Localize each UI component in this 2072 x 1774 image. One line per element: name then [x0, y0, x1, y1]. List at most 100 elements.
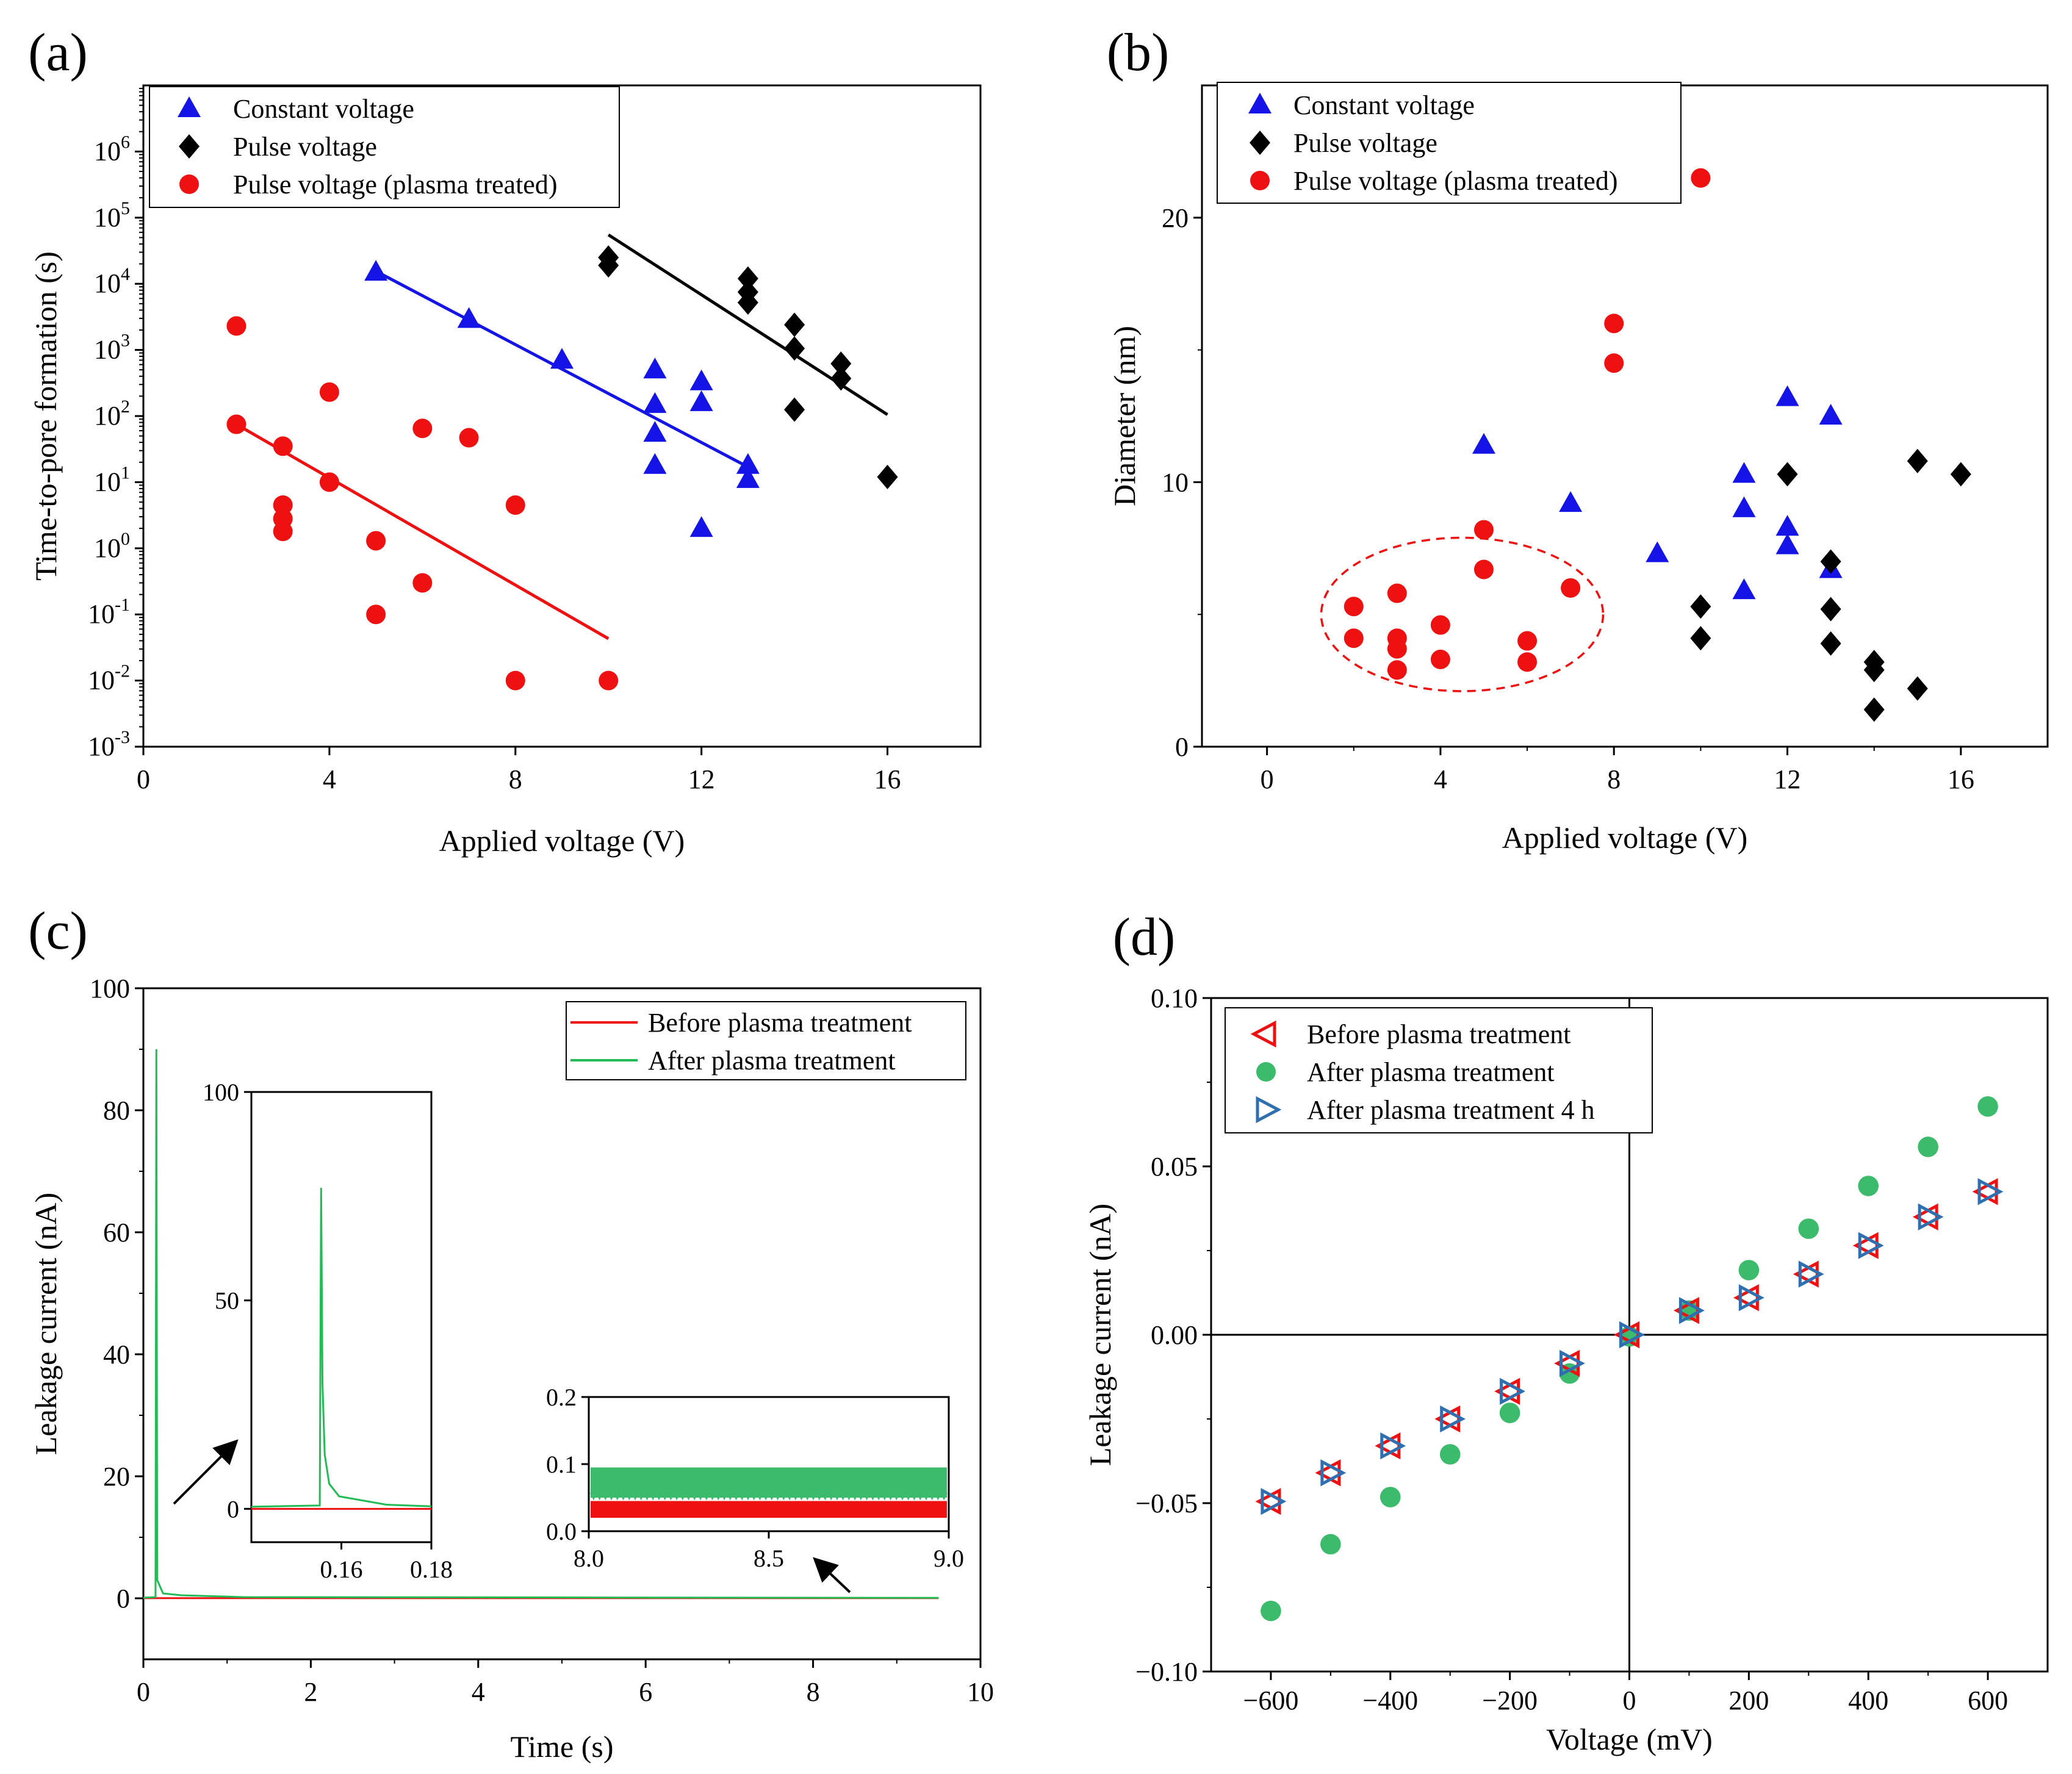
- panel-a-legend-label: Pulse voltage: [233, 132, 377, 162]
- panel-d-point: [1912, 1203, 1938, 1230]
- ytick-exponent: -2: [115, 661, 130, 681]
- panel-a-legend-label: Pulse voltage (plasma treated): [233, 170, 557, 199]
- panel-a-point: [736, 453, 760, 474]
- panel-a-ytick-label: 101: [94, 462, 130, 497]
- panel-c-ytick-label: 40: [103, 1340, 130, 1370]
- panel-b-point: [1691, 168, 1711, 188]
- panel-a-point: [319, 382, 339, 402]
- inset-baseline-xtick-label: 8.0: [574, 1545, 604, 1572]
- panel-d-letter: (d): [1113, 908, 1176, 967]
- panel-a-legend-marker: [179, 134, 200, 159]
- inset-peak-after-line: [251, 1188, 432, 1508]
- panel-d-xtick-label: −400: [1362, 1686, 1418, 1715]
- panel-a-point: [364, 260, 388, 281]
- panel-a-point: [830, 351, 852, 376]
- panel-d-legend-marker: [1250, 1020, 1276, 1048]
- panel-c-ytick-label: 80: [103, 1096, 130, 1126]
- panel-c-legend-box: [566, 1001, 966, 1080]
- panel-a-fit-line-1: [607, 233, 888, 416]
- panel-c-ytick-label: 60: [103, 1218, 130, 1248]
- panel-d-point: [1315, 1459, 1341, 1487]
- panel-d-point: [1375, 1432, 1401, 1460]
- panel-d-point: [1380, 1487, 1401, 1507]
- panel-a-point: [412, 573, 433, 593]
- panel-d-point: [1619, 1321, 1645, 1349]
- ytick-base: 10: [94, 401, 121, 431]
- panel-d-point: [1918, 1203, 1944, 1230]
- panel-c-xtick-label: 10: [967, 1677, 994, 1707]
- panel-c-arrow-to-inset-baseline: [813, 1557, 851, 1593]
- panel-d-ylabel: Leakage current (nA): [1083, 1204, 1117, 1466]
- inset-baseline-xtick-label: 9.0: [933, 1545, 964, 1572]
- panel-b-point: [1863, 697, 1885, 722]
- panel-b-legend-box: [1217, 82, 1682, 204]
- panel-d-point: [1261, 1600, 1281, 1621]
- panel-d-xtick-label: 600: [1968, 1686, 2008, 1715]
- panel-a-xtick-label: 8: [509, 764, 522, 794]
- panel-d-legend-marker: [1256, 1062, 1276, 1082]
- inset-baseline-ytick-label: 0.1: [546, 1451, 577, 1478]
- panel-b-point: [1690, 626, 1711, 651]
- panel-d-point: [1380, 1432, 1406, 1460]
- panel-b-point: [1732, 462, 1756, 483]
- panel-d-xtick-label: 200: [1728, 1686, 1769, 1715]
- panel-b-legend-label: Constant voltage: [1293, 90, 1475, 120]
- panel-a-legend-label: Constant voltage: [233, 94, 414, 124]
- panel-a-letter: (a): [28, 23, 88, 82]
- panel-d-point: [1559, 1349, 1585, 1377]
- panel-c-after-line: [143, 1049, 939, 1599]
- panel-a-point: [459, 428, 479, 448]
- panel-b-point: [1344, 628, 1364, 648]
- panel-b-point: [1604, 353, 1624, 373]
- panel-d-point: [1858, 1232, 1884, 1259]
- panel-a-ytick-label: 106: [94, 132, 130, 166]
- panel-a-ytick-label: 10-1: [88, 595, 130, 629]
- panel-d-ytick-label: 0.05: [1151, 1152, 1198, 1182]
- panel-d-point: [1977, 1096, 1998, 1117]
- panel-b-point: [1907, 676, 1928, 701]
- panel-d-point: [1858, 1176, 1879, 1196]
- panel-b-ylabel: Diameter (nm): [1107, 326, 1142, 506]
- panel-b: (b) 0 4 8 12 16 0 10 20 Applied voltage (V) Diamet…: [1107, 23, 2049, 855]
- panel-d-legend-box: [1225, 1007, 1653, 1133]
- inset-peak-xtick-label: 0.16: [320, 1556, 363, 1583]
- panel-b-point: [1950, 462, 1971, 487]
- panel-b-point: [1820, 597, 1841, 622]
- panel-d-legend-marker: [1256, 1096, 1282, 1124]
- panel-b-legend-marker: [1250, 131, 1270, 155]
- panel-a-point: [784, 397, 805, 422]
- panel-c-legend: Before plasma treatment After plasma trea…: [566, 1001, 966, 1080]
- panel-d-point: [1738, 1284, 1764, 1312]
- ytick-exponent: 2: [121, 397, 130, 417]
- panel-b-point: [1820, 549, 1841, 574]
- panel-a-point: [689, 369, 713, 390]
- panel-b-point: [1819, 404, 1843, 425]
- panel-d-ytick-label: −0.10: [1135, 1657, 1198, 1687]
- panel-a: (a)0 4 8 12 1610-310-210-1100101102103104105…: [28, 23, 982, 858]
- panel-a-point: [784, 336, 805, 361]
- panel-a-xlabel: Applied voltage (V): [439, 824, 685, 858]
- inset-peak-ytick-label: 0: [227, 1495, 239, 1523]
- panel-c-letter: (c): [28, 902, 88, 961]
- panel-a-point: [643, 357, 667, 379]
- panel-b-xtick-label: 16: [1948, 764, 1974, 794]
- panel-b-point: [1387, 639, 1407, 659]
- panel-b-point: [1646, 541, 1669, 562]
- panel-b-point: [1559, 491, 1583, 512]
- panel-d-legend-label: After plasma treatment 4 h: [1307, 1095, 1595, 1125]
- panel-b-point: [1775, 385, 1799, 406]
- ytick-base: 10: [88, 666, 115, 695]
- panel-c-ytick-label: 0: [117, 1584, 130, 1614]
- panel-b-point: [1517, 652, 1538, 672]
- panel-a-ytick-label: 105: [94, 198, 130, 232]
- panel-c-ytick-label: 20: [103, 1462, 130, 1492]
- inset-baseline-ytick-label: 0.2: [546, 1384, 577, 1411]
- panel-c-legend-label: Before plasma treatment: [648, 1008, 912, 1038]
- panel-b-legend-marker: [1248, 93, 1272, 113]
- panel-b-xtick-label: 4: [1434, 764, 1447, 794]
- panel-b-legend-label: Pulse voltage (plasma treated): [1293, 166, 1617, 196]
- panel-b-point: [1474, 559, 1494, 580]
- ytick-exponent: 5: [121, 198, 130, 218]
- panel-a-legend: Constant voltage Pulse voltage Pulse volta…: [149, 86, 620, 208]
- panel-a-legend-marker: [178, 96, 201, 117]
